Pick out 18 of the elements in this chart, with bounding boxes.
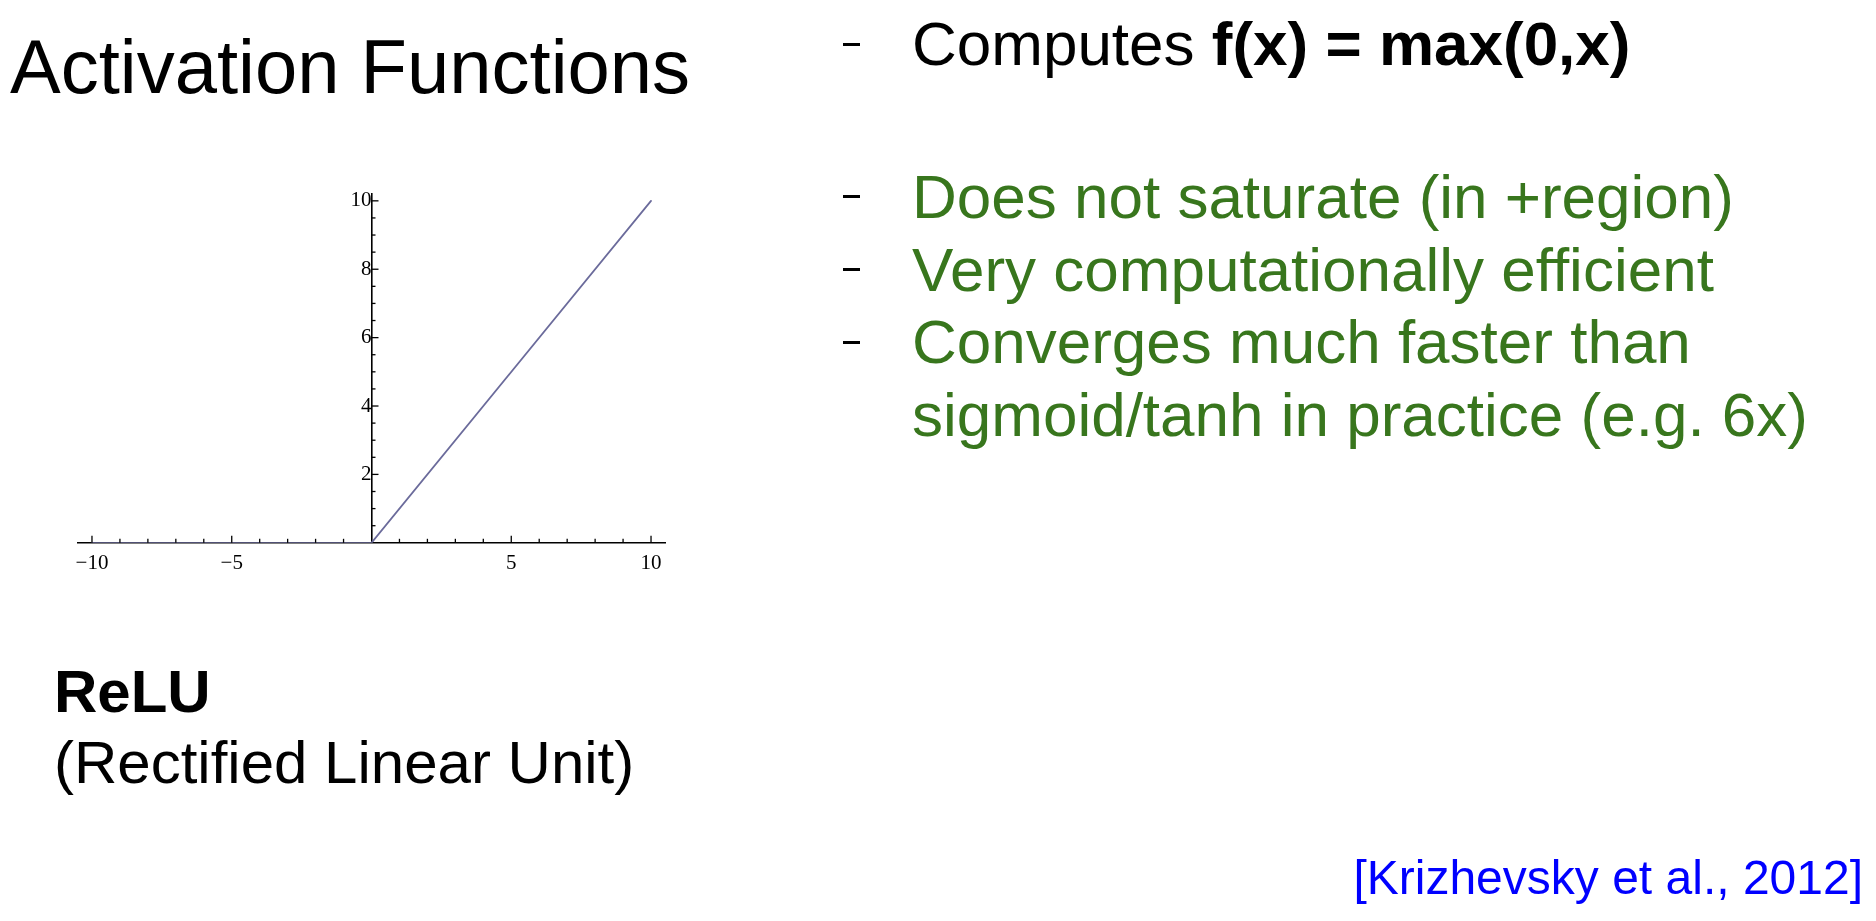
y-tick-label: 10 [350,187,372,212]
x-tick-label: −10 [75,549,109,574]
text: Converges much faster than sigmoid/tanh in practice (e.g. 6x) [912,306,1809,451]
text: Very computationally efficient [912,234,1715,306]
text: [Krizhevsky et al., 2012] [1353,851,1863,904]
text: Computes [912,9,1195,78]
y-tick-label: 6 [361,324,372,349]
x-tick-label: 5 [506,549,517,574]
chart-title: Activation Functions [10,24,691,109]
y-tick-label: 4 [361,392,372,417]
y-tick-label: 8 [361,255,372,280]
text: ReLU [54,658,211,725]
x-tick-label: 10 [640,549,662,574]
y-tick-label: 2 [361,460,372,485]
text: f(x) = max(0,x) [1211,9,1631,78]
x-tick-label: −5 [220,549,243,574]
text: (Rectified Linear Unit) [54,729,635,796]
text: Does not saturate (in +region) [912,161,1735,233]
